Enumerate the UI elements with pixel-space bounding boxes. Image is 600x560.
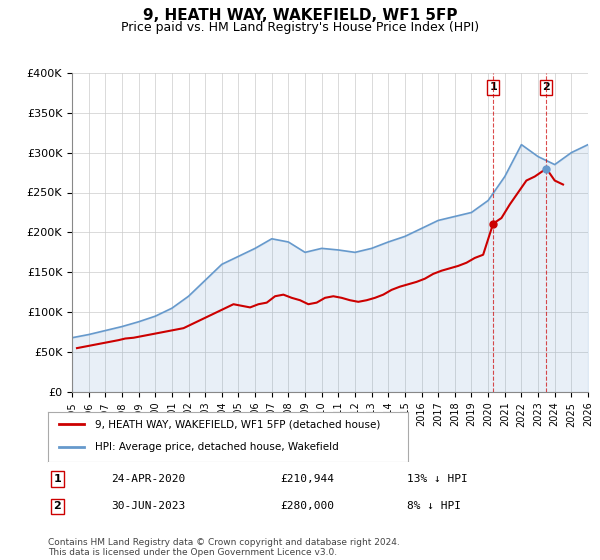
- Text: 30-JUN-2023: 30-JUN-2023: [112, 501, 185, 511]
- Text: Price paid vs. HM Land Registry's House Price Index (HPI): Price paid vs. HM Land Registry's House …: [121, 21, 479, 34]
- Text: 1: 1: [53, 474, 61, 484]
- Text: 1: 1: [489, 82, 497, 92]
- Text: 9, HEATH WAY, WAKEFIELD, WF1 5FP (detached house): 9, HEATH WAY, WAKEFIELD, WF1 5FP (detach…: [95, 419, 380, 429]
- Text: Contains HM Land Registry data © Crown copyright and database right 2024.
This d: Contains HM Land Registry data © Crown c…: [48, 538, 400, 557]
- Text: 2: 2: [53, 501, 61, 511]
- Text: 8% ↓ HPI: 8% ↓ HPI: [407, 501, 461, 511]
- Text: 24-APR-2020: 24-APR-2020: [112, 474, 185, 484]
- Text: 2: 2: [542, 82, 550, 92]
- Text: £280,000: £280,000: [280, 501, 334, 511]
- Text: 13% ↓ HPI: 13% ↓ HPI: [407, 474, 468, 484]
- Text: HPI: Average price, detached house, Wakefield: HPI: Average price, detached house, Wake…: [95, 442, 338, 452]
- Text: £210,944: £210,944: [280, 474, 334, 484]
- Text: 9, HEATH WAY, WAKEFIELD, WF1 5FP: 9, HEATH WAY, WAKEFIELD, WF1 5FP: [143, 8, 457, 24]
